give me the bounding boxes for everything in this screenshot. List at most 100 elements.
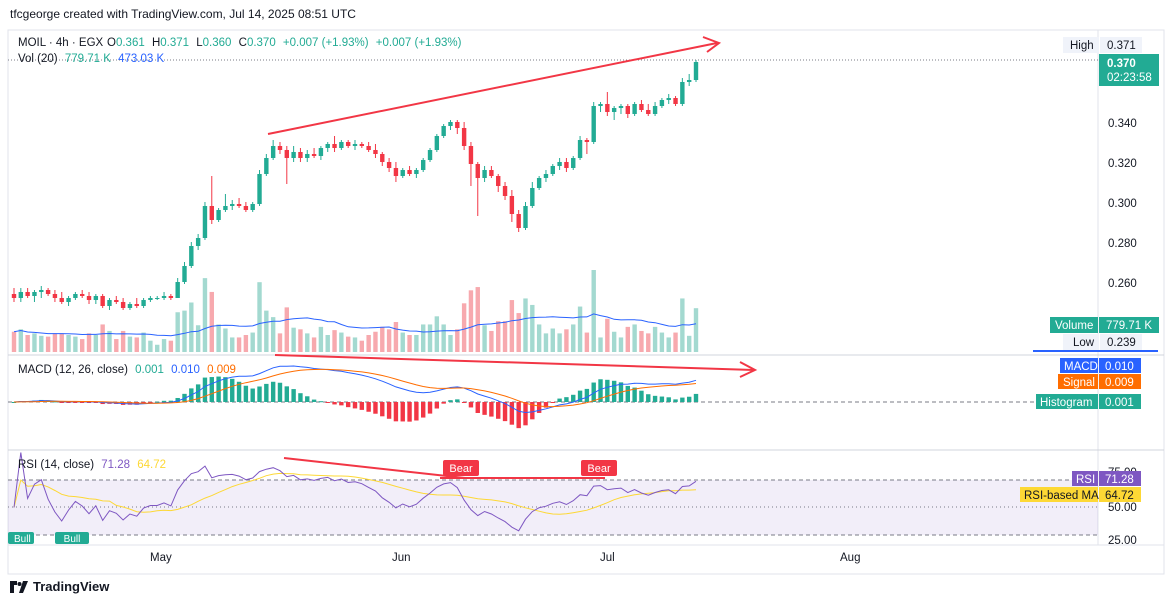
macd-histogram-bar <box>291 389 296 402</box>
volume-bar <box>380 326 385 352</box>
candle-body <box>223 206 228 210</box>
candle-body <box>468 146 474 164</box>
macd-histogram-bar <box>632 387 637 402</box>
candle-body <box>434 136 440 150</box>
volume-bar <box>550 328 555 352</box>
volume-bar <box>455 329 460 352</box>
volume-bar <box>659 332 665 352</box>
volume-bar <box>66 335 71 352</box>
volume-bar <box>421 324 426 352</box>
candle-body <box>39 290 44 292</box>
bull-label-box <box>8 532 34 544</box>
candle-body <box>209 206 214 220</box>
candle-body <box>461 128 467 146</box>
macd-histogram-bar <box>93 402 99 403</box>
candle-body <box>202 206 208 238</box>
macd-histogram-bar <box>148 402 153 403</box>
candle-body <box>107 300 112 306</box>
candle-body <box>114 300 119 302</box>
low-value-box <box>1100 334 1142 350</box>
macd-histogram-bar <box>468 402 474 408</box>
candle-body <box>475 164 480 178</box>
rsi-divergence-line[interactable] <box>283 457 466 479</box>
macd-legend: MACD (12, 26, close) 0.001 0.010 0.009 <box>18 364 236 376</box>
candle-body <box>93 296 99 300</box>
macd-histogram-bar <box>646 394 651 402</box>
histogram-name: Histogram <box>1040 397 1092 409</box>
volume-value: 779.71 K <box>1106 320 1152 332</box>
macd-histogram-bar <box>489 402 494 417</box>
candle-body <box>523 206 528 228</box>
volume-bar <box>236 337 242 352</box>
macd-histogram-bar <box>59 402 64 403</box>
candle-body <box>516 214 521 228</box>
volume-bar <box>311 337 317 352</box>
volume-bar <box>414 335 419 352</box>
volume-bar <box>441 324 446 352</box>
macd-histogram-bar <box>536 402 542 413</box>
candle-body <box>86 296 92 300</box>
time-axis[interactable]: May Jun Jul Aug <box>150 552 860 564</box>
candle-body <box>373 150 378 154</box>
volume-bar <box>80 339 85 352</box>
macd-histogram-bar <box>11 402 17 403</box>
candle-body <box>489 170 494 176</box>
volume-bar <box>277 333 283 352</box>
volume-bar <box>148 340 153 352</box>
signal-name: Signal <box>1063 377 1095 389</box>
candle-body <box>639 104 644 110</box>
candle-body <box>59 298 64 302</box>
volume-bar <box>611 331 617 352</box>
bear-label: Bear <box>449 463 473 475</box>
volume-bar <box>175 312 180 352</box>
signal-value: 0.009 <box>1105 377 1134 389</box>
candle-body <box>284 150 289 158</box>
macd-histogram-bar <box>530 402 535 420</box>
candle-body <box>605 104 610 112</box>
rsi-ma-value-box <box>1099 487 1141 502</box>
chart-canvas[interactable]: MOIL · 4h · EGX O0.361 H0.371 L0.360 C0.… <box>0 0 1175 575</box>
volume-bar <box>373 331 378 352</box>
price-axis[interactable]: 0.340 0.320 0.300 0.280 0.260 High 0.371… <box>1020 37 1159 547</box>
candle-body <box>407 170 412 174</box>
candle-body <box>52 294 58 298</box>
rsi-value-box <box>1099 471 1141 486</box>
trendline-drawings[interactable] <box>267 36 758 479</box>
macd-histogram-bar <box>223 377 228 402</box>
macd-histogram-bar <box>686 396 692 402</box>
bear-label-box <box>443 460 479 476</box>
macd-trendline[interactable] <box>274 354 755 371</box>
volume-bar <box>264 310 269 352</box>
tradingview-footer[interactable]: TradingView <box>10 579 109 594</box>
macd-histogram-bar <box>502 402 508 422</box>
macd-histogram-bar <box>393 402 399 422</box>
low-value: 0.239 <box>1107 337 1136 349</box>
volume-bar <box>127 336 133 352</box>
candle-body <box>550 166 555 174</box>
volume-bar <box>352 337 358 352</box>
macd-histogram-bar <box>421 402 426 418</box>
macd-histogram-bar <box>693 393 699 402</box>
rsi-ma-line <box>13 472 697 515</box>
candle-body <box>32 292 37 296</box>
macd-histogram-bar <box>366 402 371 412</box>
macd-histogram-bar <box>86 402 92 403</box>
volume-layer <box>11 270 699 352</box>
bull-label-box <box>55 532 89 544</box>
candle-body <box>380 154 385 162</box>
macd-trendline-arrowhead <box>739 361 758 378</box>
volume-bar <box>223 328 228 352</box>
price-trendline[interactable] <box>267 42 718 135</box>
macd-histogram-bar <box>516 402 521 429</box>
macd-histogram-bar <box>332 402 337 405</box>
candle-body <box>236 204 242 206</box>
macd-histogram-bar <box>482 402 487 415</box>
rsi-ma-value: 64.72 <box>1105 490 1134 502</box>
symbol-label[interactable]: MOIL · 4h · EGX <box>18 37 104 49</box>
volume-bar <box>646 333 651 352</box>
candle-body <box>230 204 235 206</box>
volume-bar <box>291 327 296 352</box>
volume-bar <box>461 303 467 352</box>
volume-bar <box>666 337 671 352</box>
macd-histogram-bar <box>243 385 249 402</box>
